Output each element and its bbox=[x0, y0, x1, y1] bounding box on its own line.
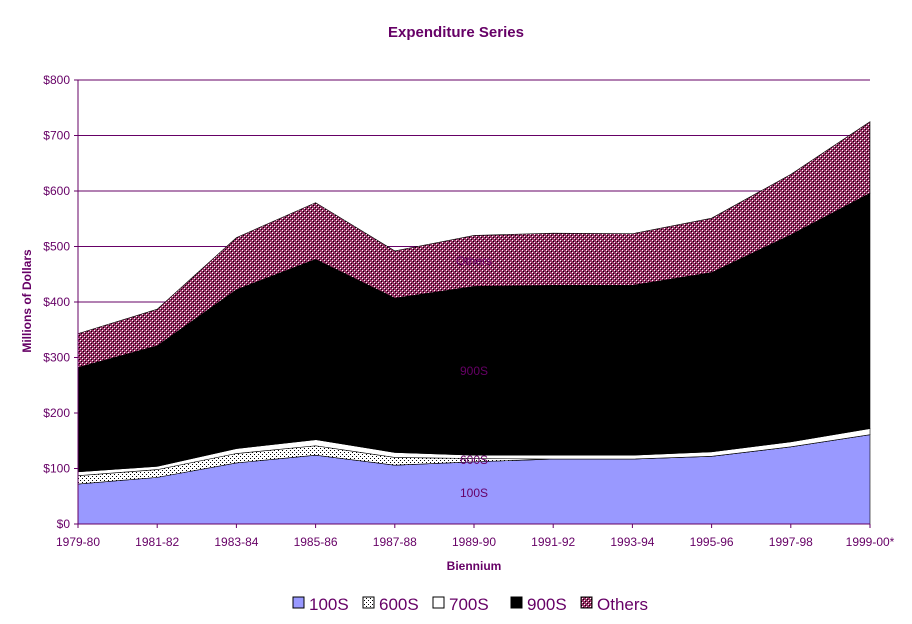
y-tick-label: $400 bbox=[43, 295, 70, 309]
legend-label: Others bbox=[597, 595, 648, 614]
y-tick-label: $700 bbox=[43, 129, 70, 143]
legend-swatch bbox=[292, 596, 305, 609]
x-axis-title: Biennium bbox=[447, 559, 502, 573]
area-label-100s: 100S bbox=[460, 486, 488, 500]
x-tick-label: 1981-82 bbox=[135, 535, 179, 549]
y-tick-label: $500 bbox=[43, 240, 70, 254]
legend-item-others: Others bbox=[580, 595, 648, 614]
area-others bbox=[77, 121, 871, 368]
legend-item-900s: 900S bbox=[510, 595, 567, 614]
chart-title: Expenditure Series bbox=[388, 24, 524, 41]
legend-item-600s: 600S bbox=[362, 595, 419, 614]
x-tick-label: 1999-00* bbox=[846, 535, 895, 549]
area-label-others: Others bbox=[456, 254, 492, 268]
x-axis-ticks: 1979-80 1981-82 1983-84 1985-86 1987-88 1989-… bbox=[56, 524, 895, 549]
x-tick-label: 1997-98 bbox=[769, 535, 813, 549]
x-tick-label: 1979-80 bbox=[56, 535, 100, 549]
legend-swatch bbox=[432, 596, 445, 609]
x-tick-label: 1993-94 bbox=[610, 535, 654, 549]
y-tick-label: $100 bbox=[43, 462, 70, 476]
legend-item-100s: 100S bbox=[292, 595, 349, 614]
legend-label: 100S bbox=[309, 595, 349, 614]
y-tick-label: $600 bbox=[43, 184, 70, 198]
y-tick-label: $200 bbox=[43, 406, 70, 420]
plot-area: 100S 600S 900S Others $0 $100 $200 $300 $400 $50… bbox=[43, 73, 894, 549]
x-tick-label: 1995-96 bbox=[690, 535, 734, 549]
y-axis-ticks: $0 $100 $200 $300 $400 $500 $600 $700 $800 bbox=[43, 73, 78, 531]
y-tick-label: $0 bbox=[57, 517, 71, 531]
legend-swatch bbox=[580, 596, 593, 609]
legend: 100S 600S 700S 900S Others bbox=[292, 595, 648, 614]
legend-label: 700S bbox=[449, 595, 489, 614]
x-tick-label: 1983-84 bbox=[214, 535, 258, 549]
y-axis-title: Millions of Dollars bbox=[20, 249, 34, 353]
stacked-areas bbox=[77, 121, 871, 525]
area-label-900s: 900S bbox=[460, 364, 488, 378]
x-tick-label: 1991-92 bbox=[531, 535, 575, 549]
x-tick-label: 1989-90 bbox=[452, 535, 496, 549]
legend-swatch bbox=[510, 596, 523, 609]
x-tick-label: 1987-88 bbox=[373, 535, 417, 549]
area-labels: 100S 600S 900S Others bbox=[456, 254, 492, 500]
y-tick-label: $300 bbox=[43, 351, 70, 365]
area-label-600s: 600S bbox=[460, 453, 488, 467]
legend-item-700s: 700S bbox=[432, 595, 489, 614]
legend-label: 900S bbox=[527, 595, 567, 614]
legend-label: 600S bbox=[379, 595, 419, 614]
x-tick-label: 1985-86 bbox=[294, 535, 338, 549]
legend-swatch bbox=[362, 596, 375, 609]
y-tick-label: $800 bbox=[43, 73, 70, 87]
